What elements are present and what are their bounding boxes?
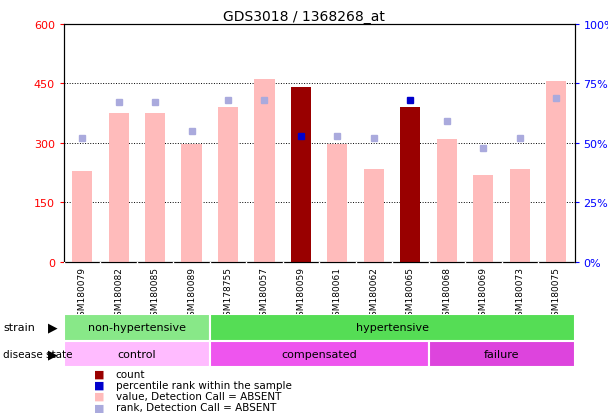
Text: ■: ■: [94, 380, 105, 390]
Text: GSM180069: GSM180069: [479, 266, 488, 321]
Bar: [254, 80, 274, 262]
Bar: [364, 169, 384, 262]
Text: GSM180075: GSM180075: [552, 266, 561, 321]
Text: disease state: disease state: [3, 349, 72, 359]
Bar: [429, 341, 575, 368]
Text: GSM180062: GSM180062: [370, 266, 378, 321]
Text: GSM180085: GSM180085: [151, 266, 159, 321]
Text: control: control: [117, 349, 156, 359]
Text: GSM180057: GSM180057: [260, 266, 269, 321]
Text: GSM180065: GSM180065: [406, 266, 415, 321]
Text: ▶: ▶: [48, 320, 58, 334]
Text: GSM180068: GSM180068: [443, 266, 451, 321]
Bar: [218, 108, 238, 262]
Text: GSM178755: GSM178755: [224, 266, 232, 321]
Text: ■: ■: [94, 369, 105, 379]
Text: compensated: compensated: [282, 349, 357, 359]
Text: GSM180089: GSM180089: [187, 266, 196, 321]
Text: GSM180082: GSM180082: [114, 266, 123, 321]
Text: ▶: ▶: [48, 347, 58, 361]
Text: non-hypertensive: non-hypertensive: [88, 322, 186, 332]
Text: percentile rank within the sample: percentile rank within the sample: [116, 380, 291, 390]
Text: ■: ■: [94, 402, 105, 412]
Bar: [181, 144, 201, 262]
Text: rank, Detection Call = ABSENT: rank, Detection Call = ABSENT: [116, 402, 276, 412]
Text: GSM180059: GSM180059: [297, 266, 305, 321]
Bar: [64, 314, 210, 341]
Bar: [510, 169, 530, 262]
Bar: [546, 82, 567, 262]
Bar: [291, 88, 311, 262]
Text: count: count: [116, 369, 145, 379]
Text: value, Detection Call = ABSENT: value, Detection Call = ABSENT: [116, 391, 281, 401]
Text: GSM180073: GSM180073: [516, 266, 524, 321]
Bar: [64, 341, 210, 368]
Text: hypertensive: hypertensive: [356, 322, 429, 332]
Bar: [473, 175, 493, 262]
Text: failure: failure: [484, 349, 519, 359]
Bar: [210, 341, 429, 368]
Text: GSM180061: GSM180061: [333, 266, 342, 321]
Text: strain: strain: [3, 322, 35, 332]
Bar: [327, 144, 347, 262]
Bar: [72, 171, 92, 262]
Bar: [437, 140, 457, 262]
Text: ■: ■: [94, 391, 105, 401]
Text: GDS3018 / 1368268_at: GDS3018 / 1368268_at: [223, 10, 385, 24]
Bar: [145, 114, 165, 262]
Bar: [210, 314, 575, 341]
Bar: [108, 114, 128, 262]
Text: GSM180079: GSM180079: [78, 266, 86, 321]
Bar: [400, 108, 420, 262]
